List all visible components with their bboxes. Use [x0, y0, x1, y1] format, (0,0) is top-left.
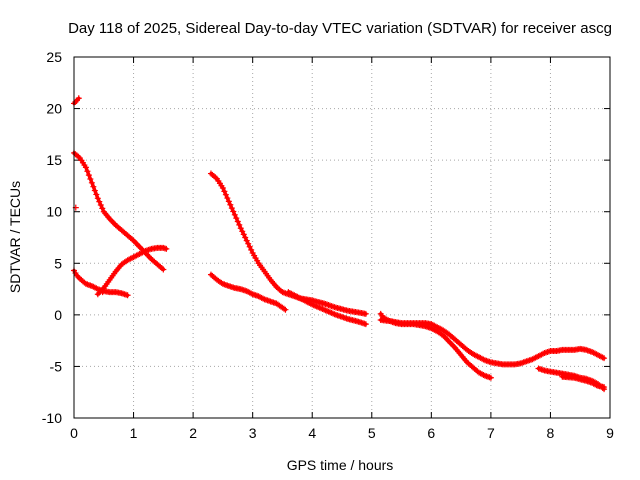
data-point [221, 188, 228, 195]
data-point [242, 234, 249, 241]
data-point [228, 205, 235, 212]
data-point [99, 205, 106, 212]
data-point [91, 187, 98, 194]
x-tick-label: 8 [547, 425, 555, 441]
y-tick-label: 25 [46, 49, 62, 65]
x-tick-label: 6 [427, 425, 435, 441]
data-point [240, 231, 247, 238]
data-point [231, 211, 238, 218]
data-point [224, 195, 231, 202]
x-tick-label: 5 [368, 425, 376, 441]
x-tick-label: 3 [249, 425, 257, 441]
series-layer [71, 95, 608, 393]
data-point [93, 191, 100, 198]
data-point [75, 95, 82, 102]
tick-layer: 0 1 2 3 4 5 6 7 8 9 -10 -5 0 5 10 15 20 25 [42, 49, 614, 441]
y-tick-label: 15 [46, 152, 62, 168]
data-point [245, 240, 252, 247]
y-axis-label: SDTVAR / TECUs [7, 181, 23, 293]
data-point [90, 183, 97, 190]
data-point [87, 175, 94, 182]
x-tick-label: 9 [606, 425, 614, 441]
data-point-isolated [99, 289, 106, 296]
y-tick-label: 5 [54, 255, 62, 271]
data-point [234, 218, 241, 225]
data-point [88, 179, 95, 186]
data-point [84, 168, 91, 175]
data-point [160, 266, 167, 273]
data-point [233, 215, 240, 222]
data-point [225, 198, 232, 205]
data-point [601, 355, 608, 362]
x-tick-label: 2 [189, 425, 197, 441]
plot-frame [73, 56, 611, 419]
y-tick-label: 20 [46, 101, 62, 117]
data-point [362, 321, 369, 328]
data-point [227, 201, 234, 208]
data-point [97, 202, 104, 209]
data-point [282, 306, 289, 313]
data-point [487, 374, 494, 381]
data-point [94, 195, 101, 202]
data-point [163, 245, 170, 252]
data-point [96, 198, 103, 205]
y-tick-label: -5 [50, 358, 63, 374]
x-axis-label: GPS time / hours [287, 457, 394, 473]
x-tick-label: 7 [487, 425, 495, 441]
chart-title: Day 118 of 2025, Sidereal Day-to-day VTE… [68, 20, 612, 37]
y-tick-label: 10 [46, 204, 62, 220]
data-point [246, 243, 253, 250]
data-point [219, 184, 226, 191]
data-point [601, 384, 608, 391]
data-point [248, 246, 255, 253]
data-point [230, 208, 237, 215]
x-tick-label: 1 [130, 425, 138, 441]
data-point [237, 225, 244, 232]
data-point [243, 237, 250, 244]
x-tick-label: 0 [70, 425, 78, 441]
data-point [239, 228, 246, 235]
data-point [362, 310, 369, 317]
data-point [124, 292, 131, 299]
data-point [85, 172, 92, 179]
data-point [82, 164, 89, 171]
data-point [222, 191, 229, 198]
y-tick-label: 0 [54, 307, 62, 323]
x-tick-label: 4 [308, 425, 316, 441]
data-point [236, 221, 243, 228]
y-tick-label: -10 [42, 410, 62, 426]
